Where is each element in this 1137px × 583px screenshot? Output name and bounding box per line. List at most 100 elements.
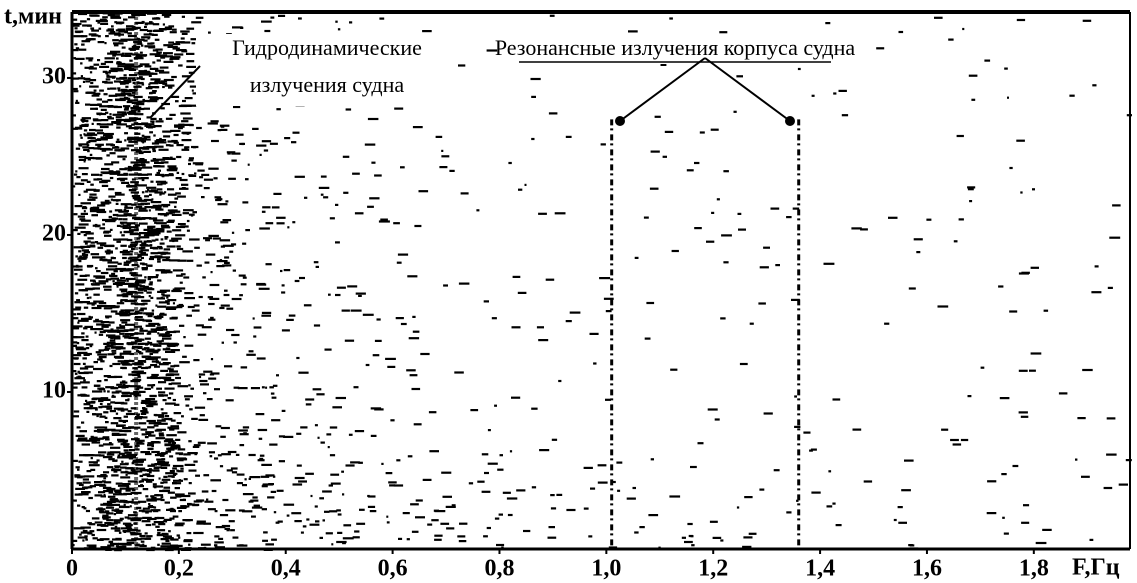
noise-dash (188, 440, 191, 442)
noise-dash (165, 502, 170, 504)
noise-dash (141, 303, 145, 305)
noise-dash (86, 336, 89, 338)
noise-dash (157, 420, 166, 422)
noise-dash (422, 30, 432, 32)
noise-dash (126, 490, 131, 492)
noise-dash (75, 127, 82, 129)
noise-dash (105, 386, 114, 388)
noise-dash (152, 121, 155, 123)
noise-dash (151, 198, 153, 200)
noise-dash (301, 532, 304, 534)
noise-dash (183, 132, 190, 134)
noise-dash (242, 243, 246, 245)
noise-dash (238, 429, 248, 431)
noise-dash (335, 204, 338, 206)
noise-dash (73, 327, 79, 329)
noise-dash (208, 122, 218, 124)
noise-dash (188, 384, 191, 386)
noise-dash (354, 386, 359, 388)
noise-dash (627, 498, 636, 500)
noise-dash (239, 294, 243, 296)
noise-dash (168, 530, 171, 532)
noise-dash (73, 415, 79, 417)
noise-dash (97, 178, 102, 180)
noise-dash (355, 430, 364, 432)
noise-dash (968, 188, 974, 190)
noise-dash (431, 519, 438, 521)
noise-dash (112, 217, 116, 219)
noise-dash (169, 370, 178, 372)
noise-dash (117, 65, 127, 67)
noise-dash (584, 467, 593, 469)
noise-dash (139, 309, 144, 311)
noise-dash (77, 352, 81, 354)
noise-dash (74, 35, 84, 37)
noise-dash (185, 97, 193, 99)
noise-dash (78, 536, 88, 538)
noise-dash (328, 294, 331, 296)
noise-dash (750, 323, 754, 325)
noise-dash (142, 510, 152, 512)
noise-dash (342, 493, 344, 495)
noise-dash (110, 344, 115, 346)
noise-dash (214, 544, 217, 546)
noise-dash (200, 414, 205, 416)
noise-dash (185, 398, 190, 400)
noise-dash (289, 315, 296, 317)
noise-dash (193, 359, 199, 361)
y-axis-label: t,мин (4, 4, 62, 30)
noise-dash (488, 463, 498, 465)
noise-dash (74, 410, 79, 412)
noise-dash (434, 510, 439, 512)
noise-dash (377, 318, 381, 320)
noise-dash (112, 363, 120, 365)
noise-dash (97, 211, 107, 213)
noise-dash (165, 415, 169, 417)
noise-dash (222, 264, 228, 266)
noise-dash (176, 41, 185, 43)
noise-dash (172, 467, 177, 469)
noise-dash (207, 398, 213, 400)
noise-dash (233, 106, 240, 108)
noise-dash (412, 316, 415, 318)
noise-dash (423, 479, 432, 481)
noise-dash (106, 512, 110, 514)
noise-dash (143, 408, 148, 410)
noise-dash (635, 257, 639, 259)
noise-dash (215, 510, 218, 512)
noise-dash (83, 363, 86, 365)
noise-dash (104, 93, 108, 95)
noise-dash (112, 39, 119, 41)
noise-dash (95, 332, 97, 334)
noise-dash (839, 90, 847, 92)
noise-dash (179, 188, 189, 190)
noise-dash (218, 203, 228, 205)
noise-dash (83, 353, 85, 355)
noise-dash (214, 541, 224, 543)
noise-dash (175, 439, 180, 441)
noise-dash (150, 364, 157, 366)
y-tick-label: 10 (42, 377, 66, 403)
noise-dash (190, 388, 194, 390)
noise-dash (518, 292, 527, 294)
noise-dash (79, 156, 87, 158)
noise-dash (116, 141, 122, 143)
noise-dash (457, 64, 465, 66)
noise-dash (598, 482, 608, 484)
noise-dash (107, 116, 112, 118)
noise-dash (161, 226, 170, 228)
noise-dash (220, 465, 223, 467)
noise-dash (593, 362, 596, 364)
noise-dash (1119, 484, 1128, 486)
noise-dash (135, 395, 138, 397)
noise-dash (938, 305, 949, 307)
noise-dash (238, 387, 248, 389)
noise-dash (228, 178, 236, 180)
noise-dash (984, 60, 990, 62)
noise-dash (1112, 204, 1121, 206)
noise-dash (102, 515, 108, 517)
noise-dash (129, 457, 134, 459)
noise-dash (258, 429, 267, 431)
noise-dash (1108, 287, 1113, 289)
noise-dash (82, 207, 87, 209)
